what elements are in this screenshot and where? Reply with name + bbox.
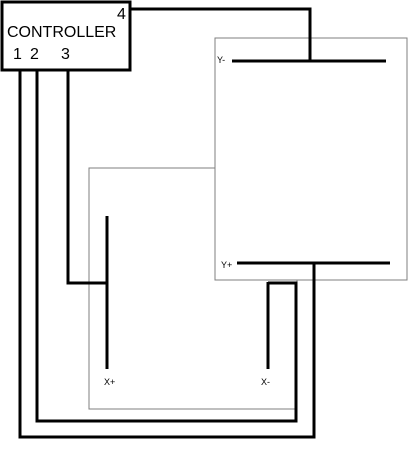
- x-plus-label: X+: [104, 377, 115, 387]
- pin-label-1: 1: [13, 46, 22, 63]
- y-panel: [214, 37, 408, 281]
- pin-label-2: 2: [30, 46, 39, 63]
- y-plus-label: Y+: [221, 260, 232, 270]
- wire-1: [18, 70, 316, 439]
- wire-4: [130, 7, 312, 61]
- wire-3: [66, 70, 107, 285]
- controller-title: CONTROLLER: [7, 24, 116, 41]
- y-minus-label: Y-: [217, 55, 225, 65]
- x-minus-label: X-: [261, 377, 270, 387]
- pin-label-4: 4: [117, 6, 126, 23]
- wire-2: [35, 70, 298, 423]
- pin-label-3: 3: [61, 46, 70, 63]
- controller-box: [0, 0, 132, 72]
